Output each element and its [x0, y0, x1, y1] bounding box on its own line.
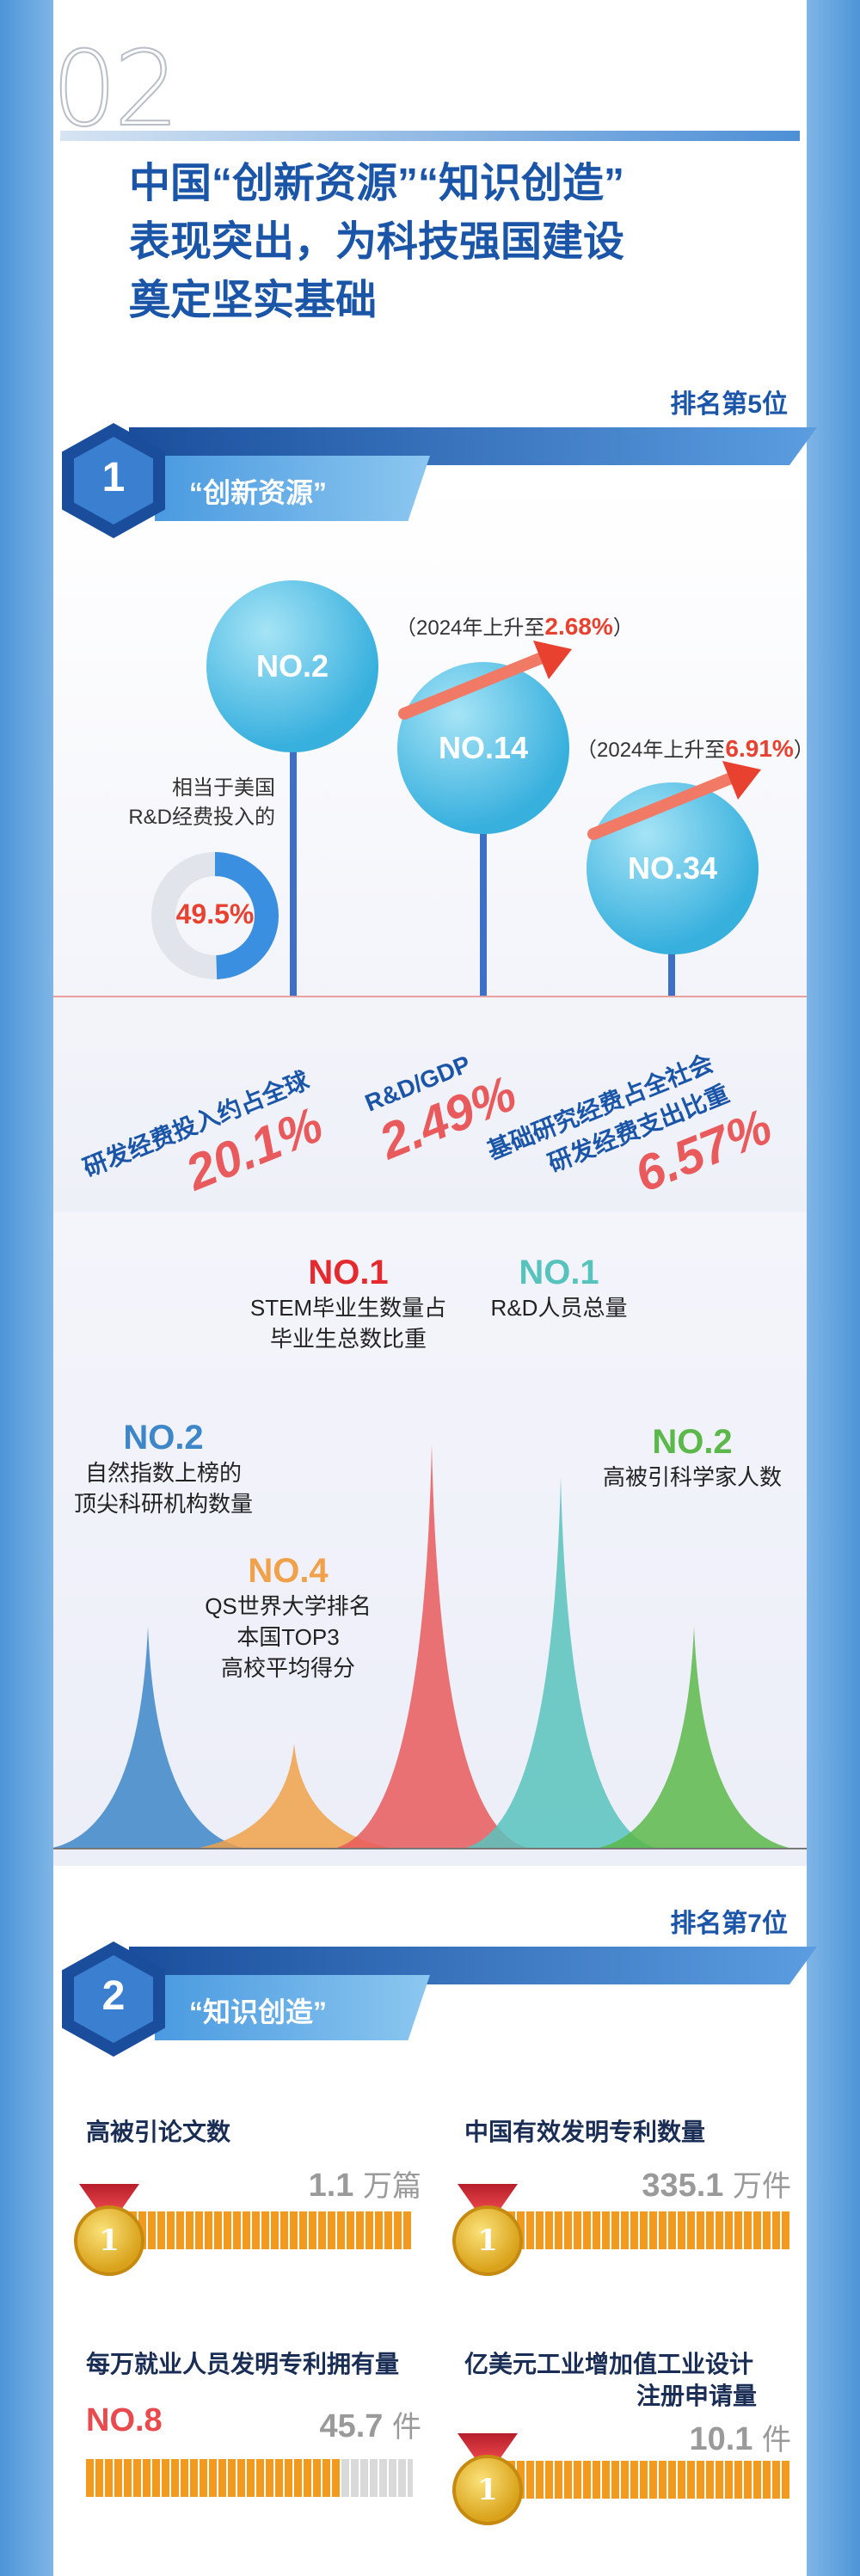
circle-rank: NO.34 — [627, 850, 718, 886]
stat-bar-fill — [86, 2459, 341, 2497]
left-frame — [0, 0, 53, 2576]
headline-line: 表现突出，为科技强国建设 — [129, 219, 625, 265]
peak-text: 本国TOP3 — [236, 1624, 340, 1650]
donut-chart — [151, 852, 279, 979]
rise-note: （2024年上升至6.91%） — [576, 735, 814, 762]
rising-arrow-icon — [398, 641, 572, 720]
peak-label: NO.4 QS世界大学排名 本国TOP3 高校平均得分 — [194, 1552, 383, 1684]
peak-rank: NO.2 — [652, 1423, 733, 1461]
peak-shape — [595, 1626, 793, 1849]
section1-title: “创新资源” — [189, 477, 328, 508]
headline-line: 中国“创新资源”“知识创造” — [129, 161, 625, 206]
stat-title: 注册申请量 — [636, 2383, 758, 2409]
peak-text: 高被引科学家人数 — [602, 1464, 782, 1490]
peak-text: 高校平均得分 — [220, 1655, 355, 1681]
stat-title: 每万就业人员发明专利拥有量 — [86, 2351, 400, 2377]
donut-arc — [151, 852, 279, 979]
peak-rank: NO.2 — [123, 1419, 204, 1457]
gold-medal-icon: 1 — [452, 2205, 523, 2276]
section2-rank: 排名第7位 — [670, 1910, 788, 1938]
section1-ribbon: “创新资源” — [155, 456, 430, 521]
peak-text: STEM毕业生数量占 — [249, 1295, 447, 1321]
peak-text: 毕业生总数比重 — [269, 1326, 427, 1352]
donut-caption: 相当于美国 R&D经费投入的 — [103, 774, 275, 832]
peak-text: QS世界大学排名 — [205, 1593, 372, 1619]
headline-line: 奠定坚实基础 — [129, 278, 378, 323]
peak-rank: NO.1 — [308, 1254, 389, 1291]
rank-circle: NO.34 — [587, 782, 759, 954]
rise-value: 2.68% — [544, 613, 613, 640]
peak-shape — [462, 1476, 660, 1849]
stat-value: 1.1 万篇 — [308, 2168, 421, 2204]
stat-title: 亿美元工业增加值工业设计 — [464, 2351, 754, 2377]
section-number: 02 — [51, 30, 181, 150]
stat-title: 高被引论文数 — [86, 2119, 231, 2145]
rise-note: （2024年上升至2.68%） — [396, 613, 634, 640]
stat-value: 45.7 件 — [319, 2408, 421, 2444]
gold-medal-icon: 1 — [452, 2455, 523, 2525]
section2-ribbon: “知识创造” — [155, 1975, 430, 2040]
section1-rank: 排名第5位 — [670, 390, 788, 419]
peak-rank: NO.1 — [519, 1254, 599, 1291]
donut-caption-line: 相当于美国 — [172, 776, 275, 800]
header-bar — [60, 131, 800, 141]
right-frame — [807, 0, 860, 2576]
peak-text: 自然指数上榜的 — [84, 1460, 242, 1486]
donut-value: 49.5% — [175, 899, 255, 929]
circle-stick — [480, 739, 487, 997]
peak-label: NO.2 高被引科学家人数 — [589, 1423, 796, 1493]
stat-title: 中国有效发明专利数量 — [464, 2119, 706, 2145]
peak-label: NO.1 STEM毕业生数量占 毕业生总数比重 — [228, 1254, 469, 1354]
rise-value: 6.91% — [725, 735, 794, 762]
stat-rank: NO.8 — [86, 2402, 163, 2438]
peak-shape — [333, 1444, 531, 1849]
peak-label: NO.2 自然指数上榜的 顶尖科研机构数量 — [69, 1419, 258, 1519]
peak-rank: NO.4 — [248, 1552, 329, 1590]
rank-circle: NO.2 — [206, 580, 378, 752]
peak-text: 顶尖科研机构数量 — [73, 1491, 253, 1517]
donut-caption-line: R&D经费投入的 — [128, 806, 275, 829]
circle-rank: NO.14 — [438, 730, 529, 765]
section2-title: “知识创造” — [189, 1996, 328, 2027]
stat-value: 335.1 万件 — [642, 2168, 791, 2204]
circle-rank: NO.2 — [255, 648, 329, 684]
rising-arrow-icon — [587, 761, 761, 840]
peak-shape — [53, 1626, 247, 1849]
stat-value: 10.1 件 — [689, 2421, 791, 2457]
rank-circle: NO.14 — [397, 662, 569, 834]
stat-bar — [507, 2211, 791, 2249]
baseline-divider — [53, 996, 807, 997]
headline: 中国“创新资源”“知识创造” 表现突出，为科技强国建设 奠定坚实基础 — [129, 155, 783, 330]
gold-medal-icon: 1 — [74, 2205, 144, 2276]
peak-shape — [195, 1743, 393, 1849]
section1-index: 1 — [101, 455, 126, 500]
stat-bar — [129, 2211, 413, 2249]
stat-bar — [507, 2461, 791, 2499]
circle-stick — [290, 679, 297, 997]
section2-index: 2 — [101, 1973, 126, 2019]
peak-text: R&D人员总量 — [490, 1295, 628, 1321]
peaks-chart — [53, 1444, 807, 1849]
peak-label: NO.1 R&D人员总量 — [482, 1254, 636, 1323]
